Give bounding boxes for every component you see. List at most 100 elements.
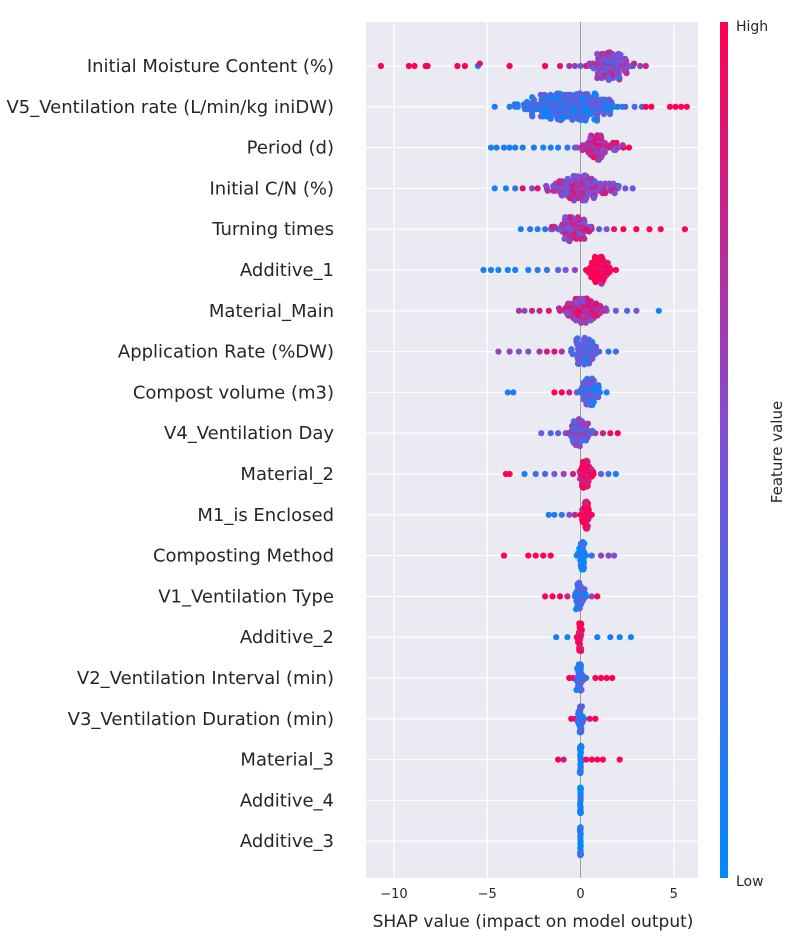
- shap-point: [681, 226, 689, 233]
- feature-label: Additive_2: [240, 627, 334, 648]
- shap-point: [491, 103, 498, 110]
- shap-point: [500, 552, 508, 559]
- shap-point: [595, 156, 603, 163]
- shap-point: [577, 116, 584, 123]
- shap-point: [577, 62, 584, 70]
- shap-point: [591, 90, 598, 97]
- shap-point: [571, 266, 579, 274]
- x-axis-ticks: −10 −5 0 5: [380, 887, 678, 902]
- shap-point: [542, 593, 549, 600]
- shap-point: [524, 98, 531, 106]
- shap-point: [574, 335, 581, 342]
- feature-label: V4_Ventilation Day: [164, 423, 334, 444]
- shap-point: [564, 175, 571, 182]
- feature-label: M1_is Enclosed: [197, 505, 334, 526]
- shap-point: [566, 389, 573, 396]
- shap-point: [551, 348, 558, 355]
- shap-point: [551, 511, 558, 518]
- shap-point: [617, 51, 624, 58]
- shap-point: [577, 810, 584, 817]
- shap-point: [555, 305, 563, 312]
- shap-point: [569, 350, 576, 358]
- shap-point: [569, 116, 576, 123]
- shap-point: [577, 852, 584, 859]
- shap-point: [545, 511, 552, 518]
- shap-point: [556, 178, 563, 185]
- shap-point: [590, 194, 598, 202]
- shap-point: [495, 348, 502, 355]
- shap-point: [588, 552, 595, 559]
- shap-point: [601, 149, 608, 156]
- shap-point: [591, 116, 598, 123]
- shap-point: [574, 194, 582, 202]
- shap-point: [657, 226, 664, 233]
- shap-point: [502, 185, 509, 192]
- shap-point: [655, 307, 662, 314]
- feature-label: Additive_1: [240, 260, 334, 281]
- shap-point: [578, 742, 585, 750]
- shap-point: [572, 442, 580, 449]
- shap-point: [543, 348, 551, 355]
- shap-point: [627, 634, 635, 641]
- shap-point: [555, 144, 562, 151]
- shap-point: [597, 552, 605, 559]
- shap-point: [528, 185, 536, 192]
- shap-point: [602, 98, 610, 106]
- shap-point: [633, 307, 640, 314]
- shap-point: [542, 226, 549, 233]
- shap-point: [577, 769, 584, 777]
- shap-point: [575, 550, 582, 557]
- shap-point: [600, 50, 607, 58]
- shap-point: [615, 74, 623, 81]
- shap-point: [596, 310, 604, 317]
- shap-point: [563, 310, 571, 317]
- shap-point: [609, 101, 616, 108]
- shap-point: [678, 103, 685, 110]
- shap-point: [589, 355, 596, 362]
- shap-point: [597, 302, 604, 310]
- shap-point: [581, 172, 588, 179]
- shap-point: [589, 338, 596, 346]
- shap-point: [601, 139, 608, 146]
- shap-point: [577, 235, 584, 242]
- shap-point: [598, 96, 605, 103]
- shap-point: [616, 756, 623, 763]
- shap-point: [529, 94, 536, 101]
- shap-point: [575, 173, 582, 180]
- shap-point: [605, 348, 612, 355]
- shap-point: [606, 269, 613, 276]
- shap-point: [566, 62, 573, 70]
- shap-point: [629, 185, 636, 192]
- shap-point: [594, 756, 601, 763]
- shap-point: [506, 62, 513, 70]
- shap-point: [646, 226, 653, 233]
- shap-point: [622, 185, 629, 192]
- feature-label: Composting Method: [153, 546, 334, 567]
- shap-point: [527, 226, 534, 233]
- shap-point: [580, 396, 588, 403]
- shap-point: [454, 62, 461, 70]
- shap-point: [577, 784, 584, 791]
- plot-area: [366, 22, 698, 878]
- shap-point: [543, 182, 550, 190]
- shap-point: [648, 103, 655, 110]
- shap-point: [514, 101, 521, 108]
- feature-label: Material_2: [240, 464, 334, 485]
- shap-point: [582, 319, 589, 326]
- shap-point: [607, 142, 615, 149]
- shap-point: [605, 552, 612, 559]
- shap-point: [580, 379, 587, 386]
- x-tick-label: 5: [670, 887, 678, 902]
- feature-label: Period (d): [247, 138, 334, 159]
- feature-label: Initial Moisture Content (%): [87, 56, 334, 77]
- shap-point: [588, 756, 595, 763]
- shap-point: [594, 50, 601, 58]
- shap-point: [584, 336, 591, 343]
- shap-point: [611, 190, 618, 197]
- shap-point: [584, 420, 592, 427]
- shap-point: [461, 62, 468, 70]
- shap-point: [585, 190, 592, 197]
- feature-label: V1_Ventilation Type: [158, 586, 334, 607]
- shap-point: [578, 319, 585, 326]
